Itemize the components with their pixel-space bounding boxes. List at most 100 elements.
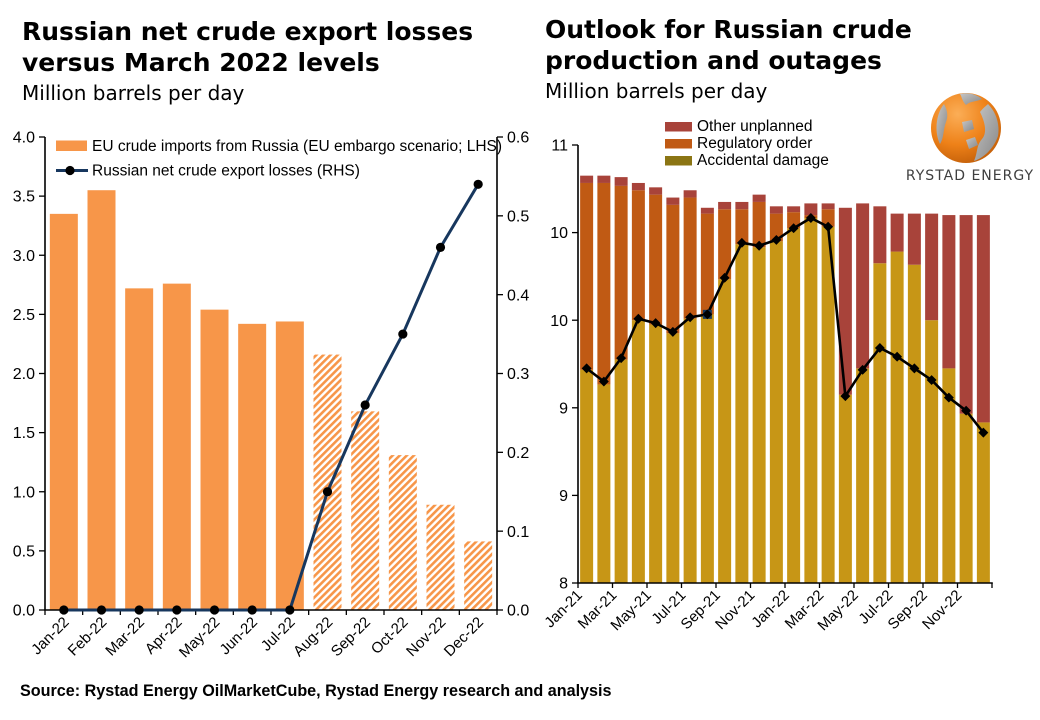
bar-production-Jun-21 xyxy=(666,333,680,583)
source-note: Source: Rystad Energy OilMarketCube, Rys… xyxy=(20,681,612,700)
rhs-tick-label: 0.3 xyxy=(507,366,529,383)
rystad-energy-logo-text: RYSTAD ENERGY xyxy=(905,168,1035,184)
x-tick-label: Jan-22 xyxy=(28,614,72,658)
bar-Jun-22 xyxy=(238,323,267,610)
bar-production-Aug-22 xyxy=(907,264,921,583)
bar-other-unplanned-Sep-22 xyxy=(925,213,939,321)
line-marker-diamond xyxy=(581,363,592,374)
bar-Oct-22 xyxy=(388,455,417,610)
x-tick-label: Mar-22 xyxy=(102,614,148,660)
bar-regulatory-Feb-21 xyxy=(597,182,611,385)
line-marker-diamond xyxy=(823,221,834,232)
lhs-tick-label: 0.0 xyxy=(13,603,35,620)
line-marker-diamond xyxy=(961,405,972,416)
bar-other-unplanned-Jan-22 xyxy=(787,206,801,213)
bar-other-unplanned-Jun-22 xyxy=(873,206,887,264)
bar-May-22 xyxy=(200,309,229,610)
axes: 8 9 9 10 10 11 xyxy=(550,138,993,593)
line-marker xyxy=(322,487,333,497)
bar-Mar-22 xyxy=(125,288,154,610)
x-tick-label: Jun-22 xyxy=(217,614,261,658)
y-tick-label: 9 xyxy=(559,488,568,505)
bar-production-May-21 xyxy=(649,324,663,583)
lhs-tick-label: 4.0 xyxy=(13,130,35,147)
line-marker xyxy=(360,400,370,410)
line-marker xyxy=(172,605,182,615)
legend-swatch-2 xyxy=(665,156,692,166)
x-tick-label: Dec-22 xyxy=(441,614,487,660)
bar-production-Feb-22 xyxy=(804,218,818,583)
line-marker-diamond xyxy=(685,312,696,323)
rhs-tick-label: 0.4 xyxy=(507,287,529,304)
left-chart-title-line1: Russian net crude export losses xyxy=(22,17,474,46)
bar-production-Oct-22 xyxy=(942,368,956,583)
line-marker-diamond xyxy=(840,391,851,402)
x-tick-label: Nov-21 xyxy=(712,587,758,633)
line-marker xyxy=(59,605,69,615)
left-chart-title-line2: versus March 2022 levels xyxy=(22,48,380,77)
bar-production-Dec-22 xyxy=(976,422,990,583)
right-chart-subtitle: Million barrels per day xyxy=(545,79,768,103)
bar-other-unplanned-Jan-21 xyxy=(580,175,594,183)
bar-Jan-22 xyxy=(49,213,78,611)
bar-regulatory-Jan-21 xyxy=(580,182,594,370)
line-marker-diamond xyxy=(909,363,920,374)
bar-Jul-22 xyxy=(275,321,304,610)
legend-label-2: Accidental damage xyxy=(697,152,829,169)
line-marker-diamond xyxy=(598,376,609,387)
bar-regulatory-Jul-21 xyxy=(683,197,697,319)
bar-other-unplanned-Jun-21 xyxy=(666,197,680,205)
rhs-tick-label: 0.5 xyxy=(507,208,529,225)
bar-regulatory-Aug-21 xyxy=(700,213,714,315)
bar-other-unplanned-Sep-21 xyxy=(718,201,732,210)
bar-other-unplanned-Oct-22 xyxy=(942,215,956,369)
line-marker-diamond xyxy=(771,234,782,245)
line-marker xyxy=(435,242,446,252)
bar-production-Mar-21 xyxy=(614,359,628,583)
line-series xyxy=(59,179,483,615)
y-tick-label: 10 xyxy=(550,225,568,242)
legend-swatch-1 xyxy=(665,139,692,149)
left-chart-title-block: Russian net crude export losses versus M… xyxy=(22,16,537,106)
bar-Aug-22 xyxy=(313,354,342,610)
line-marker xyxy=(96,605,107,615)
bar-other-unplanned-Jul-22 xyxy=(890,213,904,252)
line-marker-diamond xyxy=(667,326,678,337)
bar-production-Sep-21 xyxy=(718,279,732,583)
bar-production-Feb-21 xyxy=(597,384,611,583)
lhs-tick-label: 1.5 xyxy=(13,425,35,442)
stacked-bar-series xyxy=(580,175,990,584)
bar-regulatory-Dec-21 xyxy=(769,213,783,242)
line-marker-diamond xyxy=(788,223,799,234)
bar-Sep-22 xyxy=(351,411,380,610)
line-series xyxy=(581,213,989,438)
rystad-energy-globe-logo-icon xyxy=(931,93,1001,163)
bar-production-Nov-22 xyxy=(959,413,973,583)
bar-regulatory-May-21 xyxy=(649,194,663,325)
bar-other-unplanned-Nov-21 xyxy=(752,194,766,202)
bar-other-unplanned-May-22 xyxy=(856,203,870,369)
bar-other-unplanned-Feb-21 xyxy=(597,175,611,183)
rhs-tick-label: 0.2 xyxy=(507,445,529,462)
bar-regulatory-Sep-21 xyxy=(718,209,732,280)
bar-regulatory-Nov-21 xyxy=(752,201,766,248)
legend-swatch-0 xyxy=(665,122,692,132)
rhs-tick-label: 0.6 xyxy=(507,130,529,147)
left-chart-subtitle: Million barrels per day xyxy=(22,81,245,105)
bar-series xyxy=(49,190,493,611)
legend-label-0: Other unplanned xyxy=(697,118,812,135)
bar-other-unplanned-Nov-22 xyxy=(959,215,973,414)
bar-production-Apr-22 xyxy=(838,394,852,583)
right-chart-svg: 8 9 9 10 10 11 Jan-21Mar-21May-21Jul-21Sep-21N… xyxy=(541,118,993,634)
rhs-tick-label: 0.1 xyxy=(507,524,529,541)
x-tick-label: Feb-22 xyxy=(65,614,111,660)
bar-production-Jun-22 xyxy=(873,263,887,583)
line-marker-diamond xyxy=(926,375,937,386)
lhs-tick-label: 3.5 xyxy=(13,189,35,206)
bar-regulatory-Apr-21 xyxy=(631,190,645,321)
line-marker-diamond xyxy=(719,272,730,283)
legend-label-line: Russian net crude export losses (RHS) xyxy=(92,163,360,180)
bar-other-unplanned-Mar-21 xyxy=(614,177,628,186)
line-marker-diamond xyxy=(650,318,661,329)
x-axis-labels: Jan-21Mar-21May-21Jul-21Sep-21Nov-21Jan-… xyxy=(541,587,965,634)
